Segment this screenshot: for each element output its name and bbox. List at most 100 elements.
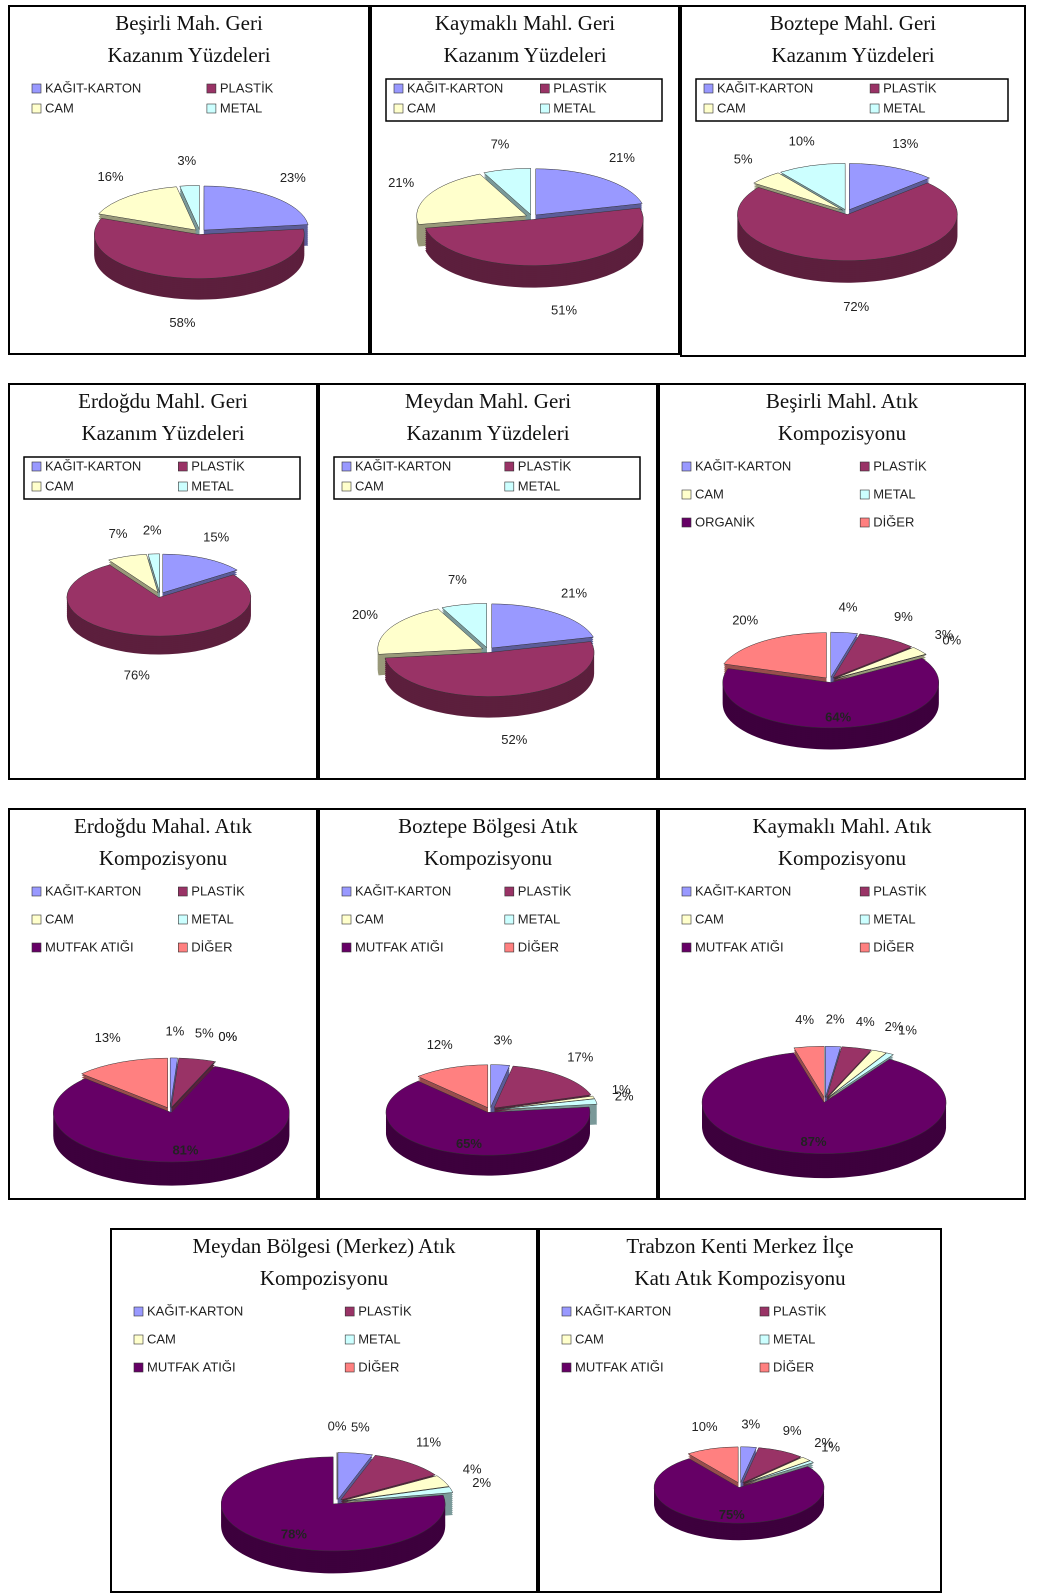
legend-swatch xyxy=(393,83,404,94)
data-label: 2% xyxy=(472,1475,491,1490)
legend-swatch xyxy=(31,481,42,492)
data-label: 2% xyxy=(143,523,162,538)
legend-swatch xyxy=(341,481,352,492)
legend-label: MUTFAK ATIĞI xyxy=(575,1359,664,1374)
data-label: 3% xyxy=(493,1032,512,1047)
legend-label: CAM xyxy=(575,1331,604,1346)
legend-swatch xyxy=(681,942,692,953)
legend-label: PLASTİK xyxy=(518,883,572,898)
slice xyxy=(491,603,594,649)
data-label: 3% xyxy=(935,627,954,642)
legend-label: KAĞIT-KARTON xyxy=(695,883,791,898)
legend-swatch xyxy=(504,886,515,897)
legend-label: CAM xyxy=(695,911,724,926)
slice xyxy=(825,1045,841,1098)
chart-title: Beşirli Mah. Geri xyxy=(115,11,263,35)
slice xyxy=(441,603,487,649)
legend-swatch xyxy=(681,489,692,500)
legend-swatch xyxy=(31,83,42,94)
data-label: 11% xyxy=(416,1434,441,1449)
chart-title: Kompozisyonu xyxy=(260,1266,389,1290)
chart-title: Kaymaklı Mahl. Atık xyxy=(752,814,932,838)
data-label: 15% xyxy=(203,529,229,544)
legend-swatch xyxy=(504,481,515,492)
chart-panel: Beşirli Mahl. Atık Kompozisyonu KAĞIT-KART… xyxy=(658,383,1026,780)
legend-label: DİĞER xyxy=(873,939,914,954)
data-label: 13% xyxy=(892,136,918,151)
chart-panel: Boztepe Bölgesi Atık Kompozisyonu KAĞIT-KA… xyxy=(318,808,658,1200)
legend-label: METAL xyxy=(773,1331,815,1346)
slice xyxy=(53,1066,290,1163)
legend-label: CAM xyxy=(45,478,74,493)
data-label: 76% xyxy=(124,668,150,683)
legend-swatch xyxy=(133,1306,144,1317)
legend-label: METAL xyxy=(883,100,925,115)
legend-swatch xyxy=(31,461,42,472)
legend-label: METAL xyxy=(873,486,915,501)
slice xyxy=(337,1452,374,1501)
data-label: 23% xyxy=(280,170,306,185)
data-label: 4% xyxy=(463,1462,482,1477)
legend-swatch xyxy=(681,517,692,528)
slice xyxy=(835,654,927,679)
slice xyxy=(744,1456,811,1484)
legend-label: PLASTİK xyxy=(518,458,572,473)
legend-label: METAL xyxy=(191,911,233,926)
legend-label: CAM xyxy=(355,911,384,926)
slice xyxy=(493,1065,592,1109)
legend-label: KAĞIT-KARTON xyxy=(407,80,503,95)
slice xyxy=(849,163,931,211)
slice xyxy=(687,1446,739,1484)
legend-label: METAL xyxy=(518,478,560,493)
chart-panel: Kaymaklı Mahl. Geri Kazanım Yüzdeleri KAĞI… xyxy=(370,5,680,355)
chart-title: Boztepe Bölgesi Atık xyxy=(398,814,578,838)
slice xyxy=(826,1046,872,1098)
legend-swatch xyxy=(341,886,352,897)
legend-label: CAM xyxy=(695,486,724,501)
legend-swatch xyxy=(869,103,880,114)
data-label: 13% xyxy=(95,1030,121,1045)
legend-label: PLASTİK xyxy=(553,80,607,95)
legend-label: KAĞIT-KARTON xyxy=(717,80,813,95)
legend-swatch xyxy=(859,942,870,953)
legend-swatch xyxy=(681,914,692,925)
legend-label: MUTFAK ATIĞI xyxy=(147,1359,236,1374)
slice xyxy=(342,1475,450,1502)
data-label: 2% xyxy=(814,1435,833,1450)
slice xyxy=(172,1061,216,1108)
legend-swatch xyxy=(859,886,870,897)
legend-label: MUTFAK ATIĞI xyxy=(695,939,784,954)
legend-label: METAL xyxy=(518,911,560,926)
chart-panel: Beşirli Mah. Geri Kazanım Yüzdeleri KAĞIT-… xyxy=(8,5,370,355)
data-label: 20% xyxy=(352,607,378,622)
chart-title: Kompozisyonu xyxy=(778,846,907,870)
legend-label: PLASTİK xyxy=(773,1303,827,1318)
legend-swatch xyxy=(561,1362,572,1373)
slice xyxy=(80,1057,168,1109)
legend-swatch xyxy=(178,481,188,492)
slice xyxy=(490,1064,511,1108)
legend-label: KAĞIT-KARTON xyxy=(355,458,451,473)
slice xyxy=(779,163,846,211)
data-label: 1% xyxy=(166,1024,185,1039)
chart-title: Kompozisyonu xyxy=(424,846,553,870)
legend-swatch xyxy=(540,103,550,114)
data-label: 0% xyxy=(328,1419,347,1434)
slice xyxy=(179,185,200,230)
chart-title: Boztepe Mahl. Geri xyxy=(770,11,936,35)
legend-label: KAĞIT-KARTON xyxy=(45,80,141,95)
slice xyxy=(169,1057,178,1108)
slice xyxy=(793,1046,825,1099)
data-label: 7% xyxy=(109,526,128,541)
chart-title: Kazanım Yüzdeleri xyxy=(406,421,569,445)
legend-swatch xyxy=(344,1306,355,1317)
legend-label: KAĞIT-KARTON xyxy=(147,1303,243,1318)
legend-label: PLASTİK xyxy=(358,1303,412,1318)
slice xyxy=(342,1486,454,1502)
legend-swatch xyxy=(178,942,188,953)
slice xyxy=(147,553,160,593)
legend-label: METAL xyxy=(220,100,262,115)
legend-label: PLASTİK xyxy=(873,458,927,473)
legend-swatch xyxy=(341,461,352,472)
